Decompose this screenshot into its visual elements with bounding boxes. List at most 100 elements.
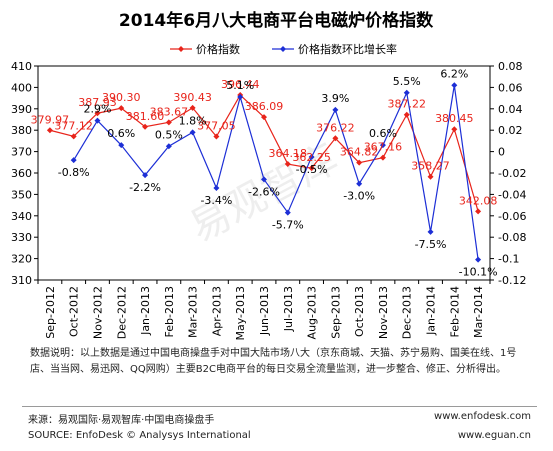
price-index-point — [356, 159, 363, 166]
price-index-data-label: 379.97 — [31, 113, 70, 126]
price-index-data-label: 386.09 — [245, 100, 284, 113]
price-index-point — [142, 123, 149, 130]
y-axis-tick-label: 360 — [11, 167, 32, 180]
x-axis-tick-label: Jan-2013 — [139, 286, 152, 336]
price-index-point — [284, 161, 291, 168]
x-axis-tick-label: Feb-2013 — [163, 286, 176, 337]
growth-rate-data-label: 2.9% — [83, 103, 111, 116]
price-index-point — [475, 208, 482, 215]
growth-rate-point — [427, 228, 434, 235]
y2-axis-tick-label: 0 — [498, 146, 505, 159]
x-axis-tick-label: Jun-2013 — [258, 286, 271, 336]
y2-axis-tick-label: -0.12 — [498, 274, 526, 287]
y-axis-tick-label: 370 — [11, 146, 32, 159]
growth-rate-data-label: -3.4% — [200, 194, 232, 207]
price-index-point — [165, 119, 172, 126]
growth-rate-data-label: 5.5% — [393, 75, 421, 88]
url-eguan: www.eguan.cn — [457, 430, 531, 441]
price-index-data-label: 364.18 — [269, 147, 308, 160]
x-axis-tick-label: Dec-2013 — [401, 286, 414, 339]
growth-rate-point — [70, 157, 77, 164]
growth-rate-point — [94, 117, 101, 124]
y2-axis-tick-label: -0.08 — [498, 231, 526, 244]
growth-rate-data-label: -0.8% — [58, 166, 90, 179]
growth-rate-point — [213, 184, 220, 191]
price-index-point — [332, 135, 339, 142]
growth-rate-point — [142, 172, 149, 179]
x-axis-tick-label: Jan-2014 — [425, 286, 438, 336]
growth-rate-data-label: 0.6% — [369, 127, 397, 140]
legend: 价格指数 价格指数环比增长率 — [170, 42, 397, 56]
x-axis-tick-label: Feb-2014 — [448, 286, 461, 337]
growth-rate-data-label: -0.5% — [296, 163, 328, 176]
legend-marker — [280, 46, 286, 52]
growth-rate-data-label: 0.6% — [107, 127, 135, 140]
x-axis-tick-label: Mar-2014 — [472, 286, 485, 338]
url-enfodesk: www.enfodesk.com — [434, 411, 531, 422]
y2-axis-tick-label: -0.04 — [498, 188, 526, 201]
price-index-data-label: 396.44 — [221, 78, 260, 91]
price-index-point — [70, 133, 77, 140]
growth-rate-data-label: -2.6% — [248, 185, 280, 198]
price-index-data-label: 381.60 — [126, 110, 165, 123]
y2-axis-tick-label: 0.08 — [498, 60, 523, 73]
x-axis-tick-label: Mar-2013 — [187, 286, 200, 338]
y-axis-tick-label: 410 — [11, 60, 32, 73]
growth-rate-data-label: -2.2% — [129, 181, 161, 194]
growth-rate-point — [284, 209, 291, 216]
price-index-data-label: 376.22 — [316, 121, 355, 134]
price-index-data-label: 390.30 — [102, 91, 141, 104]
price-index-data-label: 367.16 — [364, 141, 403, 154]
legend-label: 价格指数环比增长率 — [298, 42, 397, 56]
price-index-data-label: 390.43 — [173, 91, 212, 104]
price-index-data-label: 377.12 — [54, 119, 93, 132]
x-axis-tick-label: Nov-2013 — [377, 286, 390, 339]
price-index-data-label: 358.27 — [411, 160, 450, 173]
price-index-point — [451, 126, 458, 133]
y-axis-tick-label: 330 — [11, 231, 32, 244]
growth-rate-data-label: 5.1% — [226, 79, 254, 92]
x-axis-tick-label: Sep-2012 — [44, 286, 57, 339]
price-index-point — [213, 133, 220, 140]
axes: 310 320 330 340 350 360 370 380 390 400 410 -0.12 -0… — [11, 60, 526, 341]
price-index-point — [403, 111, 410, 118]
growth-rate-point — [475, 256, 482, 263]
growth-rate-point — [403, 89, 410, 96]
price-index-point — [46, 127, 53, 134]
x-axis-tick-label: Nov-2012 — [91, 286, 104, 339]
y2-axis-tick-label: -0.02 — [498, 167, 526, 180]
price-index-point — [308, 165, 315, 172]
growth-rate-point — [451, 82, 458, 89]
x-axis-tick-label: Jul-2013 — [282, 286, 295, 332]
price-index-point — [94, 110, 101, 117]
x-axis-tick-label: Aug-2013 — [306, 286, 319, 339]
price-index-data-label: 380.45 — [435, 112, 474, 125]
growth-rate-data-label: 3.9% — [321, 92, 349, 105]
growth-rate-line — [73, 85, 479, 260]
price-index-point — [261, 114, 267, 121]
price-index-data-label: 383.67 — [150, 105, 189, 118]
growth-rate-data-label: 1.8% — [179, 114, 207, 127]
source-en: SOURCE: EnfoDesk © Analysys Internationa… — [28, 430, 251, 441]
price-index-point — [379, 154, 386, 161]
growth-rate-point — [332, 106, 339, 113]
growth-rate-data-label: -5.7% — [272, 219, 304, 232]
series-points — [46, 82, 482, 263]
legend-label: 价格指数 — [196, 42, 240, 56]
legend-item-price-index: 价格指数 — [170, 42, 240, 56]
x-axis-tick-label: Oct-2012 — [68, 286, 81, 337]
y2-axis-tick-label: 0.02 — [498, 124, 523, 137]
growth-rate-point — [261, 176, 267, 183]
x-axis-tick-label: Apr-2013 — [210, 286, 223, 336]
price-index-point — [427, 173, 434, 180]
x-axis-tick-label: Dec-2012 — [115, 286, 128, 339]
price-index-data-label: 387.93 — [78, 96, 117, 109]
price-index-chart: 2014年6月八大电商平台电磁炉价格指数 易观智库 31032033034035… — [11, 10, 526, 341]
legend-item-growth-rate: 价格指数环比增长率 — [272, 42, 397, 56]
growth-rate-point — [118, 142, 125, 149]
y2-axis-tick-label: -0.06 — [498, 210, 526, 223]
price-index-data-label: 362.25 — [292, 151, 331, 164]
y2-axis-tick-label: -0.1 — [498, 253, 519, 266]
price-index-data-label: 342.08 — [459, 194, 498, 207]
